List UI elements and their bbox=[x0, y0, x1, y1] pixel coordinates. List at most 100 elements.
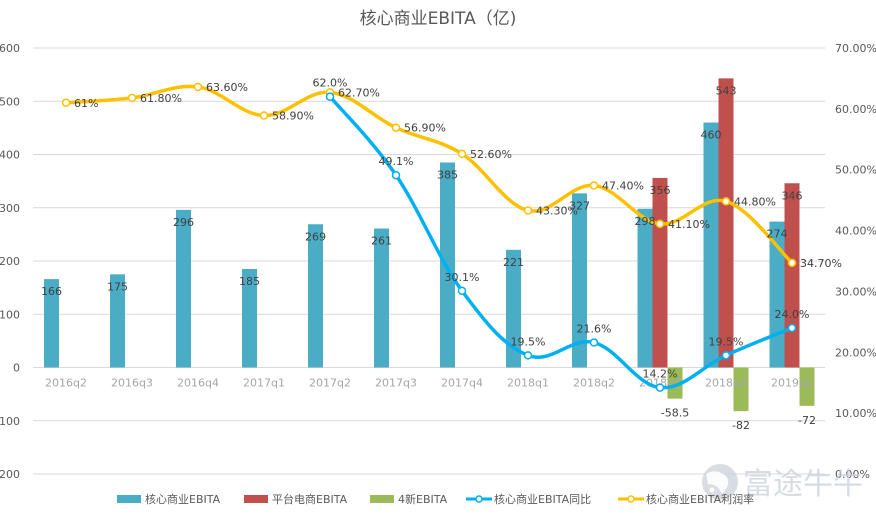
bar bbox=[110, 274, 125, 368]
line-marker bbox=[721, 351, 731, 360]
line-marker bbox=[523, 206, 533, 215]
bar bbox=[572, 193, 587, 368]
category-tick: 2017q2 bbox=[309, 377, 351, 390]
legend-item: 平台电商EBITA bbox=[244, 492, 348, 506]
line-marker bbox=[61, 98, 71, 108]
line-marker bbox=[259, 111, 269, 120]
line-marker bbox=[787, 323, 797, 333]
line-data-label: 14.2% bbox=[643, 368, 678, 381]
left-axis-tick: 100 bbox=[0, 308, 20, 321]
line-marker bbox=[787, 258, 797, 268]
line-data-label: 34.70% bbox=[800, 257, 842, 270]
line-data-label: 41.10% bbox=[668, 218, 710, 231]
bar-data-label: 269 bbox=[305, 230, 326, 243]
bar-data-label: 543 bbox=[716, 84, 737, 97]
line-marker bbox=[193, 82, 203, 92]
legend-swatch-icon bbox=[370, 495, 394, 503]
right-axis-tick: 10.00% bbox=[835, 407, 876, 420]
category-tick: 2016q3 bbox=[111, 377, 153, 390]
line-marker bbox=[589, 181, 599, 190]
line-marker bbox=[457, 286, 467, 296]
legend-marker-icon bbox=[627, 495, 635, 503]
right-axis-tick: 70.00% bbox=[835, 42, 876, 55]
line-marker bbox=[655, 219, 665, 229]
line-data-label: 52.60% bbox=[470, 148, 512, 161]
line-data-label: 24.0% bbox=[775, 308, 810, 321]
bar bbox=[308, 224, 323, 368]
bar bbox=[637, 208, 653, 368]
right-axis-tick: 30.00% bbox=[835, 285, 876, 298]
category-tick: 2017q1 bbox=[243, 377, 285, 390]
legend-label: 4新EBITA bbox=[398, 492, 448, 506]
bar-data-label: 298 bbox=[635, 215, 656, 228]
bar bbox=[176, 209, 191, 368]
legend: 核心商业EBITA 平台电商EBITA 4新EBITA 核心商业EBITA同比 核心商业… bbox=[117, 492, 754, 506]
line-data-label: 62.0% bbox=[313, 77, 348, 90]
legend-item: 4新EBITA bbox=[370, 492, 448, 506]
line-marker bbox=[721, 197, 731, 206]
right-axis-tick: 0.00% bbox=[835, 468, 870, 481]
legend-swatch-icon bbox=[117, 495, 141, 503]
line-data-label: 43.30% bbox=[536, 204, 578, 217]
line-data-label: 61% bbox=[74, 97, 98, 110]
bar-data-label: 356 bbox=[650, 184, 671, 197]
bar-data-label: 346 bbox=[782, 189, 803, 202]
left-axis-tick: 600 bbox=[0, 42, 20, 55]
bar-data-label: 261 bbox=[371, 235, 392, 248]
bar-data-label: 296 bbox=[173, 216, 194, 229]
chart-title: 核心商业EBITA（亿) bbox=[360, 9, 517, 29]
bar bbox=[703, 122, 719, 368]
bar bbox=[667, 367, 683, 399]
line-marker bbox=[589, 338, 599, 347]
line-data-label: 58.90% bbox=[272, 110, 314, 123]
bar bbox=[374, 228, 389, 368]
bar bbox=[506, 249, 521, 368]
line-data-label: 44.80% bbox=[734, 195, 776, 208]
bar-data-label: 175 bbox=[107, 280, 128, 293]
bar-data-label: -72 bbox=[798, 414, 816, 427]
line-data-label: 19.5% bbox=[511, 335, 546, 348]
left-axis-tick: -200 bbox=[0, 468, 20, 481]
bar-data-label: 185 bbox=[239, 275, 260, 288]
legend-label: 平台电商EBITA bbox=[272, 492, 348, 506]
category-tick: 2018q2 bbox=[573, 377, 615, 390]
category-tick: 2019q1 bbox=[771, 377, 813, 390]
left-axis-tick: 400 bbox=[0, 149, 20, 162]
futu-logo-icon bbox=[702, 464, 738, 500]
legend-item: 核心商业EBITA bbox=[117, 492, 221, 506]
watermark-text: 富途牛牛 bbox=[743, 467, 863, 502]
left-axis-tick: 200 bbox=[0, 255, 20, 268]
line-marker bbox=[391, 123, 401, 132]
bar-data-label: -82 bbox=[732, 419, 750, 432]
legend-marker-icon bbox=[475, 495, 483, 503]
left-axis-tick: -100 bbox=[0, 415, 20, 428]
bar-data-label: 460 bbox=[701, 129, 722, 142]
bar-data-label: 274 bbox=[767, 228, 788, 241]
bar-data-label: 166 bbox=[41, 285, 62, 298]
legend-item: 核心商业EBITA同比 bbox=[466, 492, 591, 506]
line-data-label: 56.90% bbox=[404, 122, 446, 135]
watermark: 富途牛牛 bbox=[702, 464, 863, 502]
bar-data-label: 327 bbox=[569, 199, 590, 212]
bar bbox=[784, 183, 800, 368]
legend-swatch-icon bbox=[244, 495, 268, 503]
category-tick: 2016q2 bbox=[45, 377, 87, 390]
legend-label: 核心商业EBITA bbox=[145, 492, 221, 506]
category-axis: 2016q2 2016q3 2016q4 2017q1 2017q2 2017q3 2017… bbox=[45, 377, 813, 390]
line-data-label: 19.5% bbox=[709, 335, 744, 348]
right-axis-tick: 60.00% bbox=[835, 103, 876, 116]
legend-label: 核心商业EBITA利润率 bbox=[646, 492, 754, 506]
line-data-label: 61.80% bbox=[140, 92, 182, 105]
right-axis-tick: 20.00% bbox=[835, 346, 876, 359]
left-axis-tick: 300 bbox=[0, 202, 20, 215]
bar bbox=[242, 268, 257, 368]
bar bbox=[733, 367, 749, 412]
category-tick: 2017q3 bbox=[375, 377, 417, 390]
line-marker bbox=[391, 170, 401, 180]
bar bbox=[718, 78, 734, 368]
left-axis-tick: 0 bbox=[13, 362, 20, 375]
bar bbox=[44, 279, 59, 368]
bars bbox=[44, 78, 815, 412]
left-axis: 600 500 400 300 200 100 0 -100 -200 bbox=[0, 42, 20, 481]
